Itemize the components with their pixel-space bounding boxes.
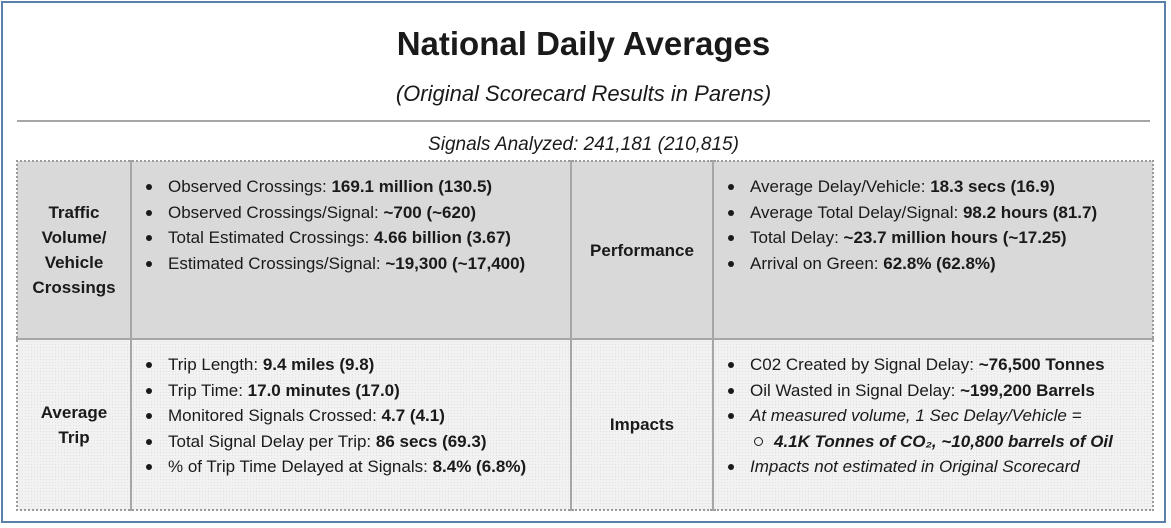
list-item: Impacts not estimated in Original Scorec… (726, 454, 1152, 480)
list-item: Total Estimated Crossings: 4.66 billion … (144, 225, 570, 251)
list-item: Total Signal Delay per Trip: 86 secs (69… (144, 429, 570, 455)
impacts-list: C02 Created by Signal Delay: ~76,500 Ton… (714, 340, 1152, 480)
sub-list-item: 4.1K Tonnes of CO₂, ~10,800 barrels of O… (726, 429, 1152, 455)
divider (17, 120, 1150, 122)
table-row: Average Trip Trip Length: 9.4 miles (9.8… (16, 338, 1154, 511)
performance-header: Performance (570, 160, 714, 340)
bullet-icon (728, 235, 734, 241)
bullet-icon (146, 260, 152, 267)
bullet-icon (146, 362, 152, 368)
list-item: Oil Wasted in Signal Delay: ~199,200 Bar… (726, 378, 1152, 404)
bullet-icon (146, 235, 152, 241)
list-item: Trip Time: 17.0 minutes (17.0) (144, 378, 570, 404)
list-item: Average Delay/Vehicle: 18.3 secs (16.9) (726, 174, 1152, 200)
bullet-icon (146, 438, 152, 445)
bullet-icon (728, 387, 734, 394)
page-subtitle: (Original Scorecard Results in Parens) (395, 81, 772, 106)
list-item: Monitored Signals Crossed: 4.7 (4.1) (144, 403, 570, 429)
traffic-volume-cell: Observed Crossings: 169.1 million (130.5… (130, 160, 572, 340)
impacts-header: Impacts (570, 338, 714, 511)
bullet-icon (146, 184, 152, 190)
list-item: Estimated Crossings/Signal: ~19,300 (~17… (144, 251, 570, 277)
bullet-icon (146, 209, 152, 216)
list-item: Trip Length: 9.4 miles (9.8) (144, 352, 570, 378)
page-title: National Daily Averages (396, 25, 771, 62)
bullet-icon (146, 387, 152, 394)
circle-bullet-icon (754, 436, 763, 446)
traffic-volume-header: Traffic Volume/ Vehicle Crossings (16, 160, 132, 340)
bullet-icon (146, 413, 152, 419)
average-trip-cell: Trip Length: 9.4 miles (9.8) Trip Time: … (130, 338, 572, 511)
bullet-icon (728, 260, 734, 267)
performance-list: Average Delay/Vehicle: 18.3 secs (16.9) … (714, 162, 1152, 276)
bullet-icon (728, 209, 734, 216)
list-item: At measured volume, 1 Sec Delay/Vehicle … (726, 403, 1152, 429)
list-item: C02 Created by Signal Delay: ~76,500 Ton… (726, 352, 1152, 378)
average-trip-list: Trip Length: 9.4 miles (9.8) Trip Time: … (132, 340, 570, 480)
list-item: Observed Crossings/Signal: ~700 (~620) (144, 200, 570, 226)
list-item: Arrival on Green: 62.8% (62.8%) (726, 251, 1152, 277)
metrics-table: Traffic Volume/ Vehicle Crossings Observ… (16, 160, 1154, 511)
bullet-icon (728, 362, 734, 368)
bullet-icon (146, 464, 152, 470)
average-trip-header: Average Trip (16, 338, 132, 511)
bullet-icon (728, 184, 734, 190)
list-item: Total Delay: ~23.7 million hours (~17.25… (726, 225, 1152, 251)
performance-cell: Average Delay/Vehicle: 18.3 secs (16.9) … (712, 160, 1154, 340)
impacts-cell: C02 Created by Signal Delay: ~76,500 Ton… (712, 338, 1154, 511)
list-item: Observed Crossings: 169.1 million (130.5… (144, 174, 570, 200)
traffic-volume-list: Observed Crossings: 169.1 million (130.5… (132, 162, 570, 276)
signals-analyzed: Signals Analyzed: 241,181 (210,815) (428, 134, 739, 155)
bullet-icon (728, 464, 734, 470)
list-item: Average Total Delay/Signal: 98.2 hours (… (726, 200, 1152, 226)
list-item: % of Trip Time Delayed at Signals: 8.4% … (144, 454, 570, 480)
table-row: Traffic Volume/ Vehicle Crossings Observ… (16, 160, 1154, 340)
bullet-icon (728, 413, 734, 419)
